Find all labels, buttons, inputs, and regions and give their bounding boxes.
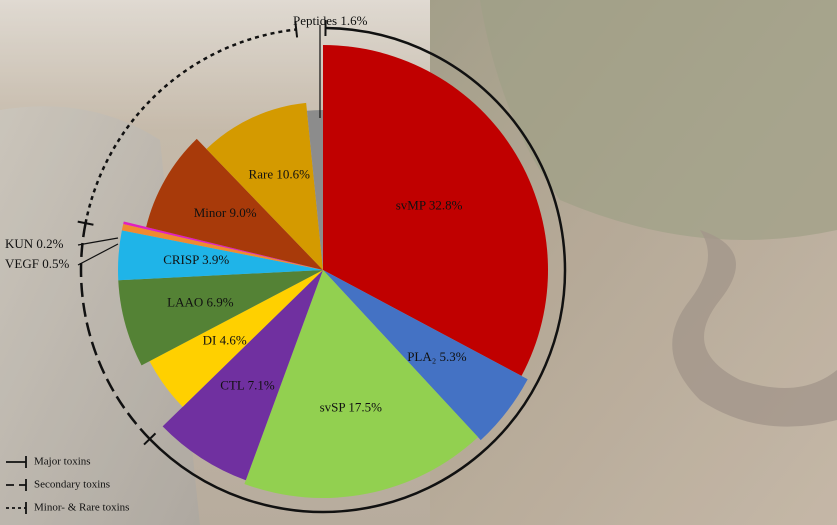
legend-label: Major toxins bbox=[34, 456, 91, 468]
slice-label: LAAO 6.9% bbox=[167, 295, 234, 310]
group-arc bbox=[84, 28, 297, 224]
pie-slice bbox=[162, 270, 323, 481]
slice-value: 10.6% bbox=[276, 166, 310, 181]
slice-category: CRISP bbox=[163, 252, 199, 267]
pie-slice bbox=[306, 110, 323, 270]
pie-slice bbox=[123, 221, 324, 270]
leader-line bbox=[77, 243, 119, 266]
slice-category: Peptides bbox=[293, 13, 337, 28]
slice-label: Rare 10.6% bbox=[249, 166, 311, 181]
legend-label: Minor- & Rare toxins bbox=[34, 502, 129, 514]
group-arc bbox=[79, 222, 151, 440]
slice-category: KUN bbox=[5, 236, 34, 251]
slice-value: 7.1% bbox=[248, 378, 275, 393]
slice-category: svSP bbox=[320, 400, 346, 415]
pie-slice bbox=[323, 270, 528, 441]
slice-value: 6.9% bbox=[207, 295, 234, 310]
pie bbox=[77, 20, 567, 514]
slice-label: VEGF 0.5% bbox=[5, 256, 69, 271]
labels: svMP 32.8% PLA₂ 5.3% svSP 17.5% CTL 7.1% DI … bbox=[5, 13, 467, 415]
slice-category: PLA₂ bbox=[407, 349, 436, 364]
slice-value: 9.0% bbox=[229, 205, 256, 220]
pie-slice bbox=[118, 270, 323, 366]
pie-slice bbox=[149, 270, 323, 407]
leader-line bbox=[77, 237, 119, 246]
slice-category: svMP bbox=[396, 197, 426, 212]
slice-category: CTL bbox=[220, 378, 245, 393]
slice-value: 0.2% bbox=[36, 236, 63, 251]
slice-value: 17.5% bbox=[348, 400, 382, 415]
pie-slice bbox=[146, 138, 323, 270]
slice-category: VEGF bbox=[5, 256, 39, 271]
slice-category: Minor bbox=[194, 205, 227, 220]
slice-label: DI 4.6% bbox=[203, 332, 247, 347]
slice-label: KUN 0.2% bbox=[5, 236, 64, 251]
slice-value: 3.9% bbox=[202, 252, 229, 267]
slice-label: svMP 32.8% bbox=[396, 197, 463, 212]
group-arc bbox=[148, 26, 567, 514]
slice-category: Rare bbox=[249, 166, 274, 181]
slice-label: CRISP 3.9% bbox=[163, 252, 229, 267]
pie-slice bbox=[323, 45, 548, 376]
pie-slice bbox=[206, 102, 323, 270]
slice-label: CTL 7.1% bbox=[220, 378, 275, 393]
slice-value: 5.3% bbox=[440, 349, 467, 364]
pie-slice bbox=[244, 270, 479, 499]
slice-value: 1.6% bbox=[340, 13, 367, 28]
group-end-tick bbox=[77, 220, 94, 226]
group-end-tick bbox=[294, 21, 299, 38]
slice-value: 0.5% bbox=[42, 256, 69, 271]
slice-label: Minor 9.0% bbox=[194, 205, 257, 220]
slice-label: PLA₂ 5.3% bbox=[407, 349, 467, 364]
slice-label: Peptides 1.6% bbox=[293, 13, 368, 28]
legend-label: Secondary toxins bbox=[34, 479, 110, 491]
slice-category: DI bbox=[203, 332, 217, 347]
slice-value: 32.8% bbox=[429, 197, 463, 212]
pie-slice bbox=[121, 224, 324, 270]
slice-value: 4.6% bbox=[220, 332, 247, 347]
pie-slice bbox=[118, 230, 324, 281]
slice-category: LAAO bbox=[167, 295, 203, 310]
slice-label: svSP 17.5% bbox=[320, 400, 383, 415]
